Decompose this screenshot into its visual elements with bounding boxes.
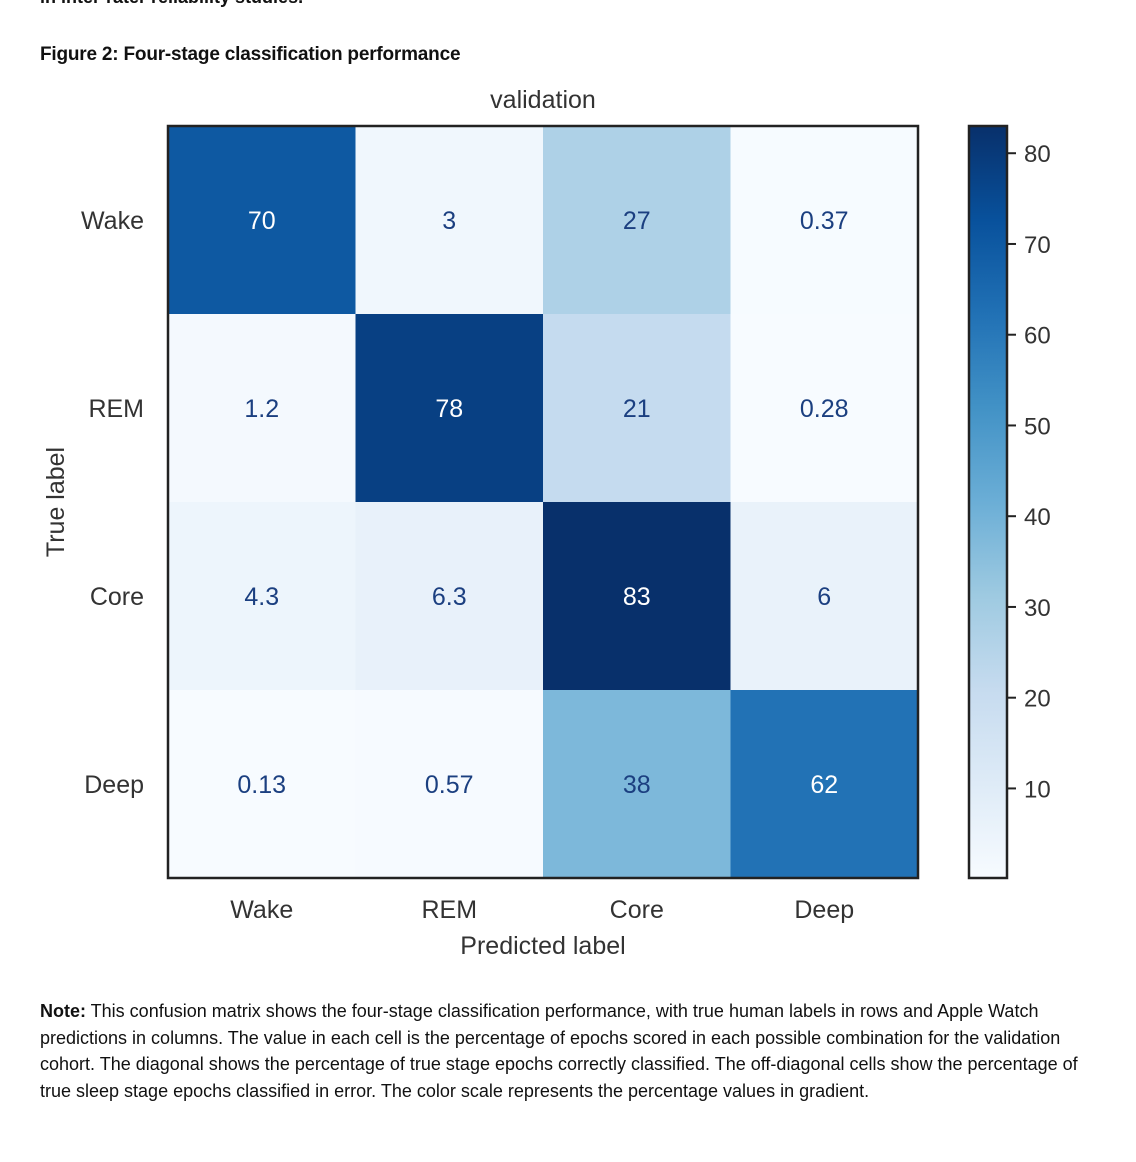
heatmap-cell-core-wake (168, 502, 356, 691)
colorbar (967, 124, 1009, 880)
cell-value-label: 38 (623, 771, 651, 799)
heatmap-cell-deep-wake (168, 690, 356, 879)
cell-value-label: 6.3 (432, 583, 467, 611)
cell-value-label: 4.3 (244, 583, 279, 611)
heatmap-cell-wake-deep (730, 126, 919, 315)
x-tick-label: Core (610, 896, 664, 924)
x-axis-label: Predicted label (460, 932, 625, 960)
confusion-matrix-chart: validation 70 3 27 0.37 1.2 78 21 0.28 4.3 6.3 83 6… (42, 86, 1051, 960)
matrix-frame (166, 124, 920, 880)
colorbar-tick-label: 60 (1024, 323, 1051, 350)
colorbar-tick-label: 10 (1024, 776, 1051, 803)
heatmap-cell-rem-wake (168, 314, 356, 503)
heatmap-cell-core-core (543, 502, 731, 691)
colorbar-tick-label: 80 (1024, 141, 1051, 168)
y-tick-label: Deep (84, 771, 144, 799)
y-tick-label: REM (88, 395, 144, 423)
heatmap-cell-wake-core (543, 126, 731, 315)
cell-value-label: 21 (623, 395, 651, 423)
cell-value-label: 78 (435, 395, 463, 423)
cell-value-label: 6 (817, 583, 831, 611)
figure-heading: Figure 2: Four-stage classification perf… (40, 44, 461, 65)
x-tick-label: REM (421, 896, 477, 924)
cell-value-label: 0.13 (237, 771, 286, 799)
colorbar-tick-label: 40 (1024, 504, 1051, 531)
heatmap-cells (168, 126, 919, 879)
heatmap-cell-rem-deep (730, 314, 919, 503)
cell-value-label: 27 (623, 207, 651, 235)
y-tick-label: Core (90, 583, 144, 611)
cell-value-label: 0.57 (425, 771, 474, 799)
figure-note: Note: This confusion matrix shows the fo… (40, 998, 1110, 1104)
cell-value-label: 1.2 (244, 395, 279, 423)
cell-value-label: 70 (248, 207, 276, 235)
heatmap-cell-deep-deep (730, 690, 919, 879)
y-tick-label: Wake (81, 207, 144, 235)
colorbar-tick-label: 50 (1024, 413, 1051, 440)
x-tick-labels: Wake REM Core Deep (230, 896, 854, 924)
colorbar-ticks: 10 20 30 40 50 60 70 80 (1007, 141, 1051, 803)
colorbar-tick-label: 30 (1024, 595, 1051, 622)
cell-value-label: 3 (442, 207, 456, 235)
x-tick-label: Deep (794, 896, 854, 924)
heatmap-cell-rem-core (543, 314, 731, 503)
heatmap-cell-deep-core (543, 690, 731, 879)
chart-title: validation (490, 86, 596, 114)
cell-value-label: 0.37 (800, 207, 849, 235)
x-tick-label: Wake (230, 896, 293, 924)
heatmap-cell-deep-rem (355, 690, 544, 879)
heatmap-cell-core-deep (730, 502, 919, 691)
truncated-preceding-text: in inter-rater reliability studies. (40, 0, 303, 8)
cell-value-label: 0.28 (800, 395, 849, 423)
note-text: This confusion matrix shows the four-sta… (40, 1001, 1078, 1101)
y-axis-label: True label (42, 447, 70, 557)
y-tick-labels: Wake REM Core Deep (81, 207, 144, 799)
colorbar-tick-label: 20 (1024, 686, 1051, 713)
heatmap-cell-wake-wake (168, 126, 356, 315)
colorbar-tick-label: 70 (1024, 232, 1051, 259)
cell-value-label: 62 (810, 771, 838, 799)
note-label: Note: (40, 1001, 86, 1021)
heatmap-cell-labels: 70 3 27 0.37 1.2 78 21 0.28 4.3 6.3 83 6 0.13 0.57 38 6… (237, 207, 848, 799)
cell-value-label: 83 (623, 583, 651, 611)
heatmap-cell-core-rem (355, 502, 544, 691)
heatmap-cell-rem-rem (355, 314, 544, 503)
heatmap-cell-wake-rem (355, 126, 544, 315)
